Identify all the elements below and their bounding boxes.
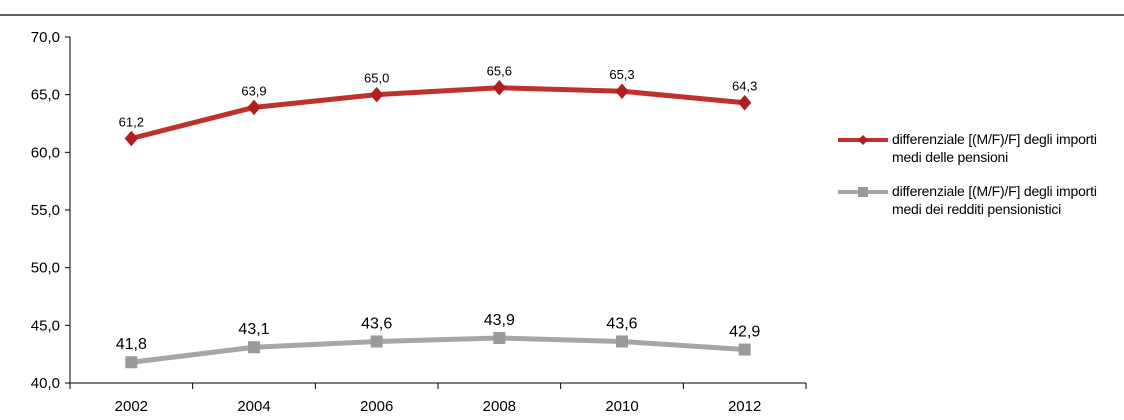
y-tick-label: 60,0: [31, 144, 60, 161]
y-tick-label: 55,0: [31, 202, 60, 219]
data-point-diamond: [370, 86, 384, 103]
data-point-square: [493, 332, 506, 345]
x-tick-label: 2010: [605, 398, 638, 415]
series-layer: 61,2 63,9 65,0 65,6 65,3 64,3 41,8 43,1 43,6 43,9…: [116, 64, 760, 369]
data-label: 64,3: [732, 79, 757, 94]
series-line: [128, 335, 748, 365]
data-label: 65,3: [609, 67, 634, 82]
data-label: 43,6: [606, 315, 637, 332]
y-tick-label: 45,0: [31, 317, 60, 334]
x-tick-label: 2004: [237, 398, 270, 415]
legend-swatch-redditi: [838, 187, 888, 197]
data-point-diamond: [615, 83, 629, 99]
data-label: 42,9: [729, 324, 760, 341]
y-tick-label: 70,0: [31, 29, 60, 46]
data-point-square: [125, 356, 138, 369]
axes: 40,0 45,0 50,0 55,0 60,0 65,0 70,0 2002 2004 2006…: [31, 29, 807, 415]
y-tick-label: 50,0: [31, 260, 60, 277]
y-tick-label: 65,0: [31, 87, 60, 104]
data-point-square: [738, 343, 751, 356]
data-label: 61,2: [119, 114, 144, 129]
x-tick-label: 2008: [483, 398, 516, 415]
data-point-diamond: [738, 94, 752, 111]
data-label: 65,6: [487, 64, 512, 79]
data-label: 41,8: [116, 336, 147, 353]
data-point-square: [248, 341, 260, 354]
legend-swatch-pensioni: [838, 135, 888, 145]
x-tick-label: 2012: [728, 398, 761, 415]
x-tick-label: 2002: [115, 398, 148, 415]
legend-label-redditi: differenziale [(M/F)/F] degli importi me…: [892, 183, 1097, 217]
series-line: [128, 85, 748, 141]
data-point-diamond: [247, 99, 261, 116]
data-label: 65,0: [364, 71, 389, 86]
data-label: 43,6: [361, 315, 392, 332]
y-tick-label: 40,0: [31, 375, 60, 392]
data-label: 63,9: [241, 83, 266, 98]
legend-label-pensioni: differenziale [(M/F)/F] degli importi me…: [892, 131, 1097, 165]
data-point-square: [616, 335, 628, 348]
x-tick-label: 2006: [360, 398, 393, 415]
data-point-diamond: [492, 79, 506, 96]
data-point-diamond: [124, 130, 138, 147]
data-label: 43,9: [484, 312, 515, 329]
data-label: 43,1: [238, 321, 269, 338]
data-point-square: [370, 335, 383, 348]
